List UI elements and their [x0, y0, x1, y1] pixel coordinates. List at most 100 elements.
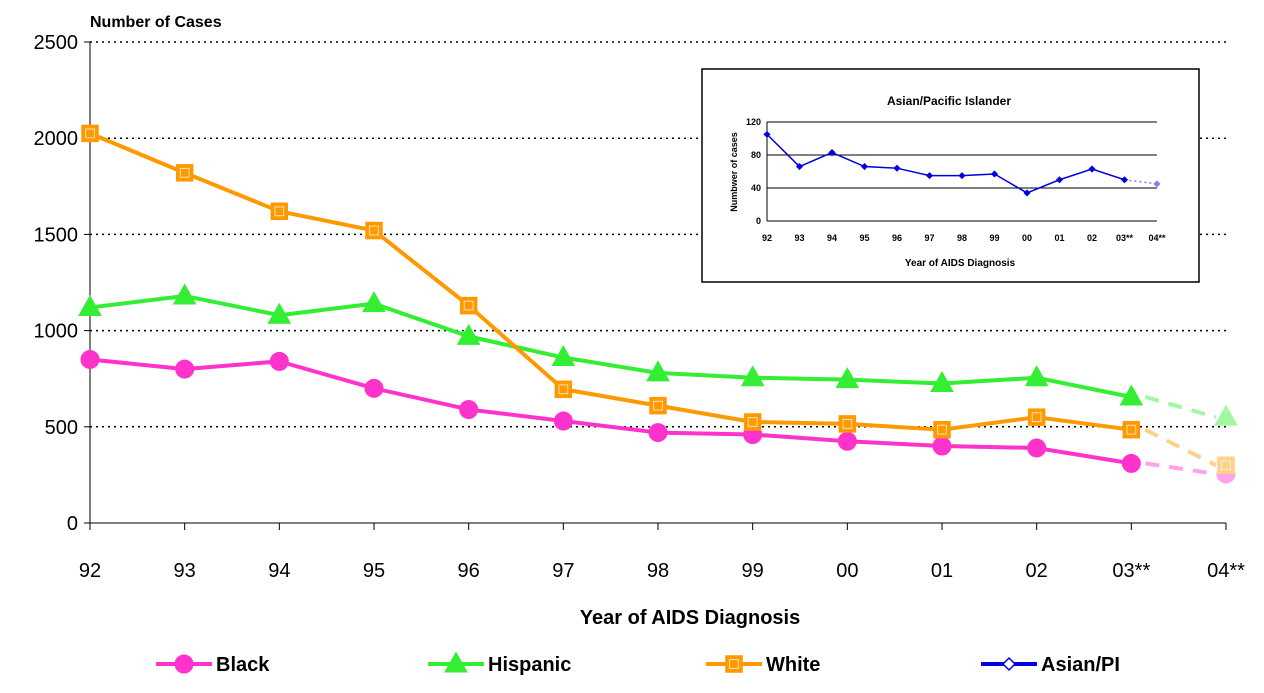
data-point-White-94 [270, 202, 289, 221]
projected-line-White [1144, 427, 1217, 468]
data-point-White-93 [175, 164, 194, 182]
data-point-White-96 [459, 296, 478, 315]
inset-x-tick-label-5: 97 [924, 233, 934, 243]
inset-x-tick-label-7: 99 [989, 233, 999, 243]
data-point-White-96-inner [463, 300, 474, 311]
data-point-Hispanic-97 [551, 345, 576, 367]
series-line-Hispanic [89, 293, 1132, 399]
inset-y-tick-label-40: 40 [751, 183, 761, 193]
data-point-White-01-inner [937, 424, 947, 435]
legend: Black Hispanic White Asian/PI [156, 651, 1120, 676]
main-x-tick-labels: 92 93 94 95 96 97 98 99 00 01 02 03** 04** [79, 560, 1245, 582]
inset-data-point-00 [1023, 189, 1031, 197]
y-axis-title: Number of Cases [90, 14, 222, 31]
inset-series-line-Asian/PI [766, 133, 1125, 194]
data-point-White-94-inner [274, 206, 285, 217]
x-tick-label-1: 93 [174, 560, 196, 582]
data-point-Hispanic-98 [646, 360, 670, 382]
data-point-Hispanic-02 [1024, 365, 1049, 387]
x-tick-label-11: 03** [1112, 560, 1150, 582]
inset-y-axis-title: Numbwer of cases [729, 132, 739, 212]
x-tick-label-3: 95 [363, 560, 385, 582]
x-tick-label-0: 92 [79, 560, 101, 582]
series-line-Black [89, 357, 1132, 466]
legend-item-white: White [706, 654, 820, 676]
inset-x-tick-label-9: 01 [1054, 233, 1064, 243]
y-tick-label-0: 0 [67, 513, 78, 535]
inset-data-point-01 [1055, 176, 1064, 184]
inset-data-point-03** [1120, 176, 1129, 184]
projected-marker-White-inner [1221, 460, 1231, 471]
data-point-White-98-inner [653, 400, 663, 411]
data-point-White-92 [81, 124, 99, 143]
x-axis-title: Year of AIDS Diagnosis [580, 607, 800, 629]
inset-y-tick-label-80: 80 [751, 150, 761, 160]
projected-marker-Hispanic [1214, 404, 1238, 426]
data-point-White-95-inner [369, 225, 379, 236]
main-y-tick-labels: 0 500 1000 1500 2000 2500 [34, 32, 79, 535]
legend-marker-Hispanic [444, 651, 468, 673]
data-point-Hispanic-01 [930, 370, 954, 393]
data-point-White-02 [1027, 408, 1046, 426]
data-point-White-99-inner [747, 417, 758, 427]
inset-title: Asian/Pacific Islander [887, 94, 1011, 108]
data-point-White-03** [1122, 420, 1141, 439]
data-point-White-98 [649, 396, 667, 415]
inset-chart: Asian/Pacific Islander Year of AIDS Diag… [701, 68, 1200, 283]
inset-y-tick-label-120: 120 [746, 117, 761, 127]
legend-marker-White [725, 655, 743, 673]
inset-x-tick-label-4: 96 [892, 233, 902, 243]
data-point-White-00 [838, 415, 857, 433]
inset-x-tick-label-11: 03** [1116, 233, 1134, 243]
x-tick-label-5: 97 [552, 560, 574, 582]
inset-data-point-94 [828, 148, 836, 157]
inset-data-point-02 [1088, 165, 1096, 173]
projected-marker-White [1217, 456, 1235, 475]
series-black [80, 349, 1236, 484]
inset-data-point-96 [893, 164, 901, 172]
y-tick-label-1500: 1500 [34, 224, 79, 246]
y-tick-label-2000: 2000 [34, 128, 79, 150]
data-point-Black-03** [1121, 453, 1141, 473]
data-point-White-99 [743, 413, 762, 431]
series-white [81, 124, 1235, 475]
inset-x-tick-label-12: 04** [1148, 233, 1166, 243]
x-tick-label-10: 02 [1026, 560, 1048, 582]
legend-marker-White-inner [729, 659, 739, 669]
x-tick-label-7: 99 [742, 560, 764, 582]
data-point-Black-01 [932, 436, 952, 456]
x-tick-label-9: 01 [931, 560, 953, 582]
x-tick-label-12: 04** [1207, 560, 1245, 582]
legend-label-Hispanic: Hispanic [488, 654, 571, 676]
inset-x-axis-title: Year of AIDS Diagnosis [905, 258, 1016, 269]
data-point-Black-95 [364, 378, 384, 398]
legend-item-hispanic: Hispanic [428, 651, 571, 676]
projected-line-Black [1145, 461, 1217, 476]
data-point-Black-93 [175, 359, 195, 379]
inset-projected-line-Asian/PI [1124, 179, 1158, 185]
legend-item-asian-pi: Asian/PI [981, 654, 1120, 676]
x-tick-label-4: 96 [458, 560, 480, 582]
inset-data-point-97 [925, 172, 934, 180]
data-point-Black-00 [837, 431, 857, 451]
data-point-Hispanic-96 [456, 323, 481, 345]
data-point-Black-98 [648, 423, 668, 443]
data-point-Hispanic-93 [172, 283, 197, 305]
x-tick-label-8: 00 [836, 560, 858, 582]
data-point-White-00-inner [842, 419, 853, 429]
inset-x-tick-label-3: 95 [859, 233, 869, 243]
inset-data-point-92 [763, 130, 771, 138]
data-point-Black-02 [1027, 438, 1047, 458]
legend-marker-Asian/PI [1001, 656, 1017, 672]
data-point-Hispanic-94 [267, 302, 292, 324]
main-series [78, 124, 1238, 484]
data-point-White-02-inner [1031, 412, 1042, 423]
inset-y-tick-labels: 0 40 80 120 [746, 117, 761, 226]
x-tick-label-6: 98 [647, 560, 669, 582]
inset-series [763, 130, 1161, 197]
legend-item-black: Black [156, 654, 270, 676]
series-hispanic [78, 283, 1238, 426]
inset-x-tick-label-8: 00 [1022, 233, 1032, 243]
data-point-White-95 [365, 221, 383, 240]
